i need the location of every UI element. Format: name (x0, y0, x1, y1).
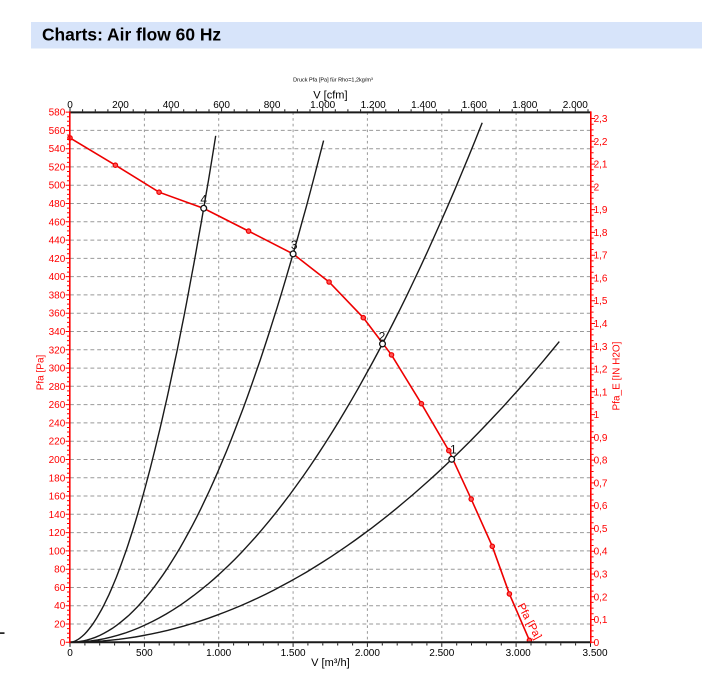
svg-text:0,5: 0,5 (594, 524, 608, 535)
svg-text:1.400: 1.400 (411, 100, 436, 111)
svg-text:280: 280 (49, 382, 66, 393)
svg-text:2: 2 (594, 182, 600, 193)
svg-text:V [cfm]: V [cfm] (313, 90, 347, 102)
svg-text:20: 20 (54, 620, 66, 631)
svg-text:1.600: 1.600 (462, 100, 487, 111)
svg-text:320: 320 (49, 345, 66, 356)
svg-text:1,3: 1,3 (594, 342, 608, 353)
svg-text:2,2: 2,2 (594, 137, 608, 148)
svg-text:1.000: 1.000 (206, 648, 231, 659)
svg-text:1.800: 1.800 (512, 100, 537, 111)
svg-text:1,6: 1,6 (594, 273, 608, 284)
svg-text:0,1: 0,1 (594, 615, 608, 626)
svg-text:580: 580 (49, 108, 66, 119)
svg-text:440: 440 (49, 236, 66, 247)
svg-text:0,3: 0,3 (594, 570, 608, 581)
svg-text:520: 520 (49, 162, 66, 173)
svg-text:1: 1 (450, 443, 457, 457)
svg-text:200: 200 (112, 100, 129, 111)
svg-text:0: 0 (67, 648, 73, 659)
svg-text:Pfa [Pa]: Pfa [Pa] (36, 354, 47, 390)
svg-text:340: 340 (49, 327, 66, 338)
svg-text:300: 300 (49, 364, 66, 375)
svg-text:480: 480 (49, 199, 66, 210)
svg-text:2.000: 2.000 (355, 648, 380, 659)
svg-text:240: 240 (49, 418, 66, 429)
svg-text:40: 40 (54, 601, 66, 612)
svg-text:80: 80 (54, 565, 66, 576)
svg-text:0,7: 0,7 (594, 478, 608, 489)
svg-text:180: 180 (49, 473, 66, 484)
svg-text:0,6: 0,6 (594, 501, 608, 512)
svg-text:3.000: 3.000 (506, 648, 531, 659)
svg-text:800: 800 (264, 100, 281, 111)
svg-text:0: 0 (60, 638, 66, 649)
svg-text:1,1: 1,1 (594, 387, 608, 398)
svg-text:460: 460 (49, 217, 66, 228)
svg-text:0: 0 (594, 638, 600, 649)
svg-text:420: 420 (49, 254, 66, 265)
svg-text:160: 160 (49, 492, 66, 503)
svg-text:1.200: 1.200 (361, 100, 386, 111)
svg-text:2: 2 (379, 329, 386, 343)
svg-text:600: 600 (213, 100, 230, 111)
svg-text:60: 60 (54, 583, 66, 594)
svg-text:1,5: 1,5 (594, 296, 608, 307)
svg-text:1.000: 1.000 (310, 100, 335, 111)
svg-text:260: 260 (49, 400, 66, 411)
svg-text:200: 200 (49, 455, 66, 466)
svg-text:0,4: 0,4 (594, 547, 608, 558)
svg-text:0,9: 0,9 (594, 433, 608, 444)
svg-text:140: 140 (49, 510, 66, 521)
svg-text:380: 380 (49, 290, 66, 301)
svg-text:500: 500 (136, 648, 153, 659)
svg-text:Pfa_E [IN H2O]: Pfa_E [IN H2O] (612, 341, 623, 410)
svg-text:0,2: 0,2 (594, 592, 608, 603)
svg-text:3.500: 3.500 (582, 648, 607, 659)
svg-text:1,7: 1,7 (594, 251, 608, 262)
svg-text:2,1: 2,1 (594, 160, 608, 171)
svg-text:400: 400 (163, 100, 180, 111)
svg-text:0,8: 0,8 (594, 456, 608, 467)
svg-text:Druck Pfa [Pa] für Rho=1,2kg/m: Druck Pfa [Pa] für Rho=1,2kg/m³ (293, 78, 373, 84)
svg-text:0: 0 (67, 100, 73, 111)
svg-text:V [m³/h]: V [m³/h] (311, 657, 350, 669)
svg-text:4: 4 (200, 192, 207, 206)
svg-text:1.500: 1.500 (281, 648, 306, 659)
svg-text:2.000: 2.000 (563, 100, 588, 111)
svg-text:1: 1 (594, 410, 600, 421)
svg-text:2,3: 2,3 (594, 114, 608, 125)
svg-text:1,4: 1,4 (594, 319, 608, 330)
svg-text:2.500: 2.500 (429, 648, 454, 659)
svg-text:500: 500 (49, 181, 66, 192)
svg-text:360: 360 (49, 309, 66, 320)
svg-text:560: 560 (49, 126, 66, 137)
svg-text:1,2: 1,2 (594, 365, 608, 376)
svg-text:Charts: Air flow 60 Hz: Charts: Air flow 60 Hz (42, 24, 221, 44)
svg-text:220: 220 (49, 437, 66, 448)
svg-text:3: 3 (291, 238, 298, 252)
svg-text:400: 400 (49, 272, 66, 283)
svg-text:1,9: 1,9 (594, 205, 608, 216)
svg-text:1,8: 1,8 (594, 228, 608, 239)
svg-text:120: 120 (49, 528, 66, 539)
svg-text:540: 540 (49, 144, 66, 155)
svg-text:100: 100 (49, 546, 66, 557)
